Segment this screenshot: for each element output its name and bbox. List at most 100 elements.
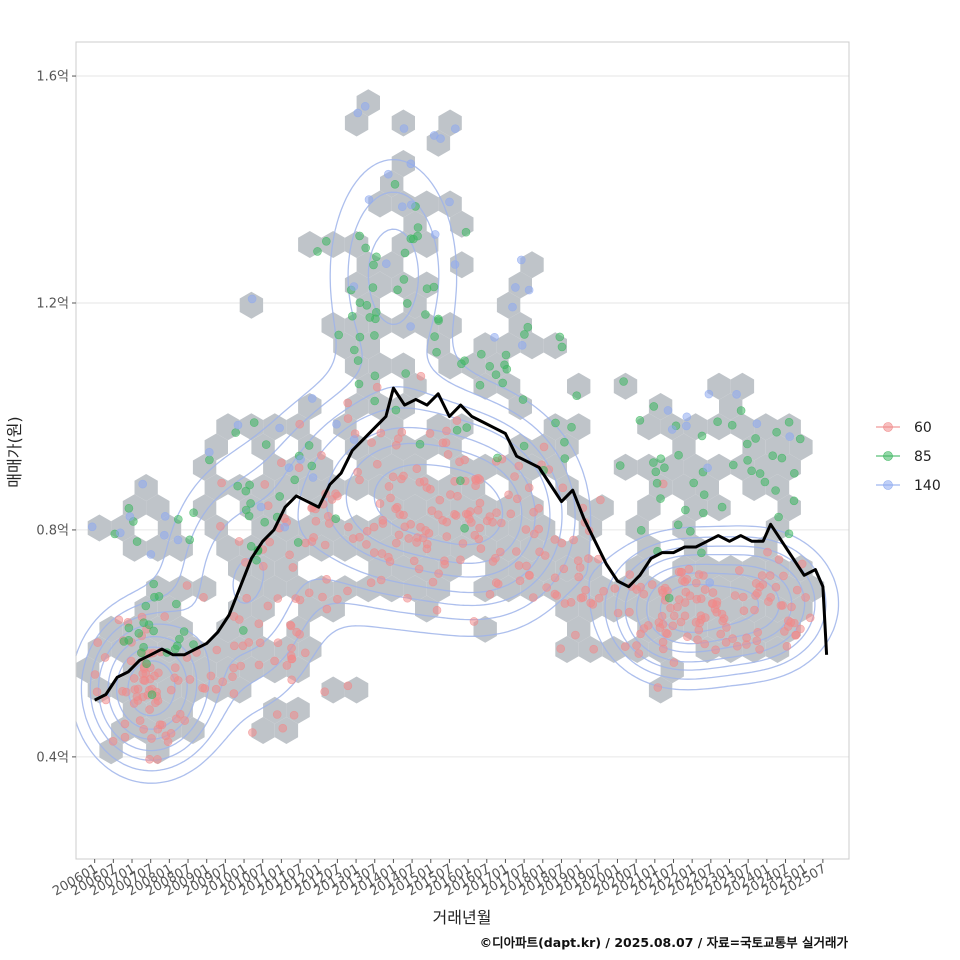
scatter-point-60 <box>694 625 704 635</box>
scatter-point-85 <box>795 434 805 444</box>
scatter-point-60 <box>235 615 244 624</box>
scatter-point-60 <box>397 427 407 437</box>
hexbin-cell <box>602 636 626 663</box>
hexbin-cell <box>356 453 380 481</box>
scatter-point-85 <box>713 417 722 427</box>
hexbin-cell <box>286 575 310 603</box>
scatter-point-85 <box>457 359 466 369</box>
scatter-point-60 <box>776 601 786 610</box>
density-contour <box>75 158 840 784</box>
scatter-point-140 <box>247 294 257 304</box>
scatter-point-85 <box>134 628 144 638</box>
scatter-point-85 <box>560 454 570 463</box>
scatter-point-85 <box>141 601 151 611</box>
scatter-point-85 <box>664 593 674 603</box>
scatter-point-60 <box>512 494 522 504</box>
hexbin-cell <box>765 636 790 663</box>
hexbin-cell <box>263 413 287 441</box>
scatter-point-60 <box>452 416 462 425</box>
scatter-point-85 <box>772 427 781 437</box>
scatter-point-140 <box>125 512 135 521</box>
scatter-point-60 <box>697 615 706 624</box>
scatter-point-60 <box>292 627 301 637</box>
scatter-point-85 <box>518 395 528 404</box>
scatter-point-140 <box>233 420 243 430</box>
scatter-point-60 <box>432 605 442 615</box>
scatter-point-60 <box>93 638 102 647</box>
hexbin-cell <box>672 474 696 501</box>
scatter-point-140 <box>332 419 341 429</box>
scatter-point-85 <box>231 428 240 437</box>
scatter-point-60 <box>510 472 519 481</box>
scatter-point-60 <box>542 583 552 592</box>
scatter-point-60 <box>764 597 773 606</box>
scatter-point-60 <box>625 570 635 579</box>
scatter-point-60 <box>333 491 342 501</box>
scatter-point-140 <box>146 550 156 559</box>
scatter-point-85 <box>246 499 255 508</box>
density-contour <box>107 426 793 740</box>
scatter-point-60 <box>730 591 740 600</box>
scatter-point-140 <box>256 502 266 512</box>
scatter-point-60 <box>488 517 497 527</box>
scatter-point-60 <box>791 630 800 640</box>
scatter-point-60 <box>228 672 237 682</box>
scatter-point-60 <box>692 594 702 604</box>
scatter-point-60 <box>529 529 539 539</box>
scatter-point-85 <box>649 458 658 467</box>
hexbin-cell <box>368 190 392 218</box>
scatter-point-85 <box>413 223 423 232</box>
scatter-point-60 <box>372 382 382 392</box>
scatter-point-85 <box>430 332 439 341</box>
scatter-point-85 <box>354 379 364 389</box>
scatter-point-60 <box>147 734 156 743</box>
scatter-point-60 <box>160 612 169 621</box>
scatter-point-85 <box>456 476 465 486</box>
scatter-point-60 <box>636 582 645 592</box>
scatter-point-60 <box>416 371 426 381</box>
scatter-point-140 <box>284 463 294 473</box>
caption: ©디아파트(dapt.kr) / 2025.08.07 / 자료=국토교통부 실… <box>480 935 849 950</box>
scatter-point-60 <box>669 658 679 667</box>
scatter-point-140 <box>703 463 712 473</box>
scatter-point-85 <box>751 434 760 443</box>
scatter-point-60 <box>751 591 760 600</box>
scatter-point-140 <box>353 108 363 118</box>
scatter-point-60 <box>755 645 764 654</box>
scatter-point-60 <box>515 576 525 586</box>
scatter-point-60 <box>728 634 737 643</box>
scatter-point-60 <box>573 556 583 566</box>
scatter-point-85 <box>771 486 780 495</box>
scatter-point-85 <box>433 314 443 324</box>
scatter-point-60 <box>255 638 265 648</box>
scatter-point-140 <box>406 159 416 169</box>
y-axis-title: 매매가(원) <box>5 416 24 487</box>
scatter-point-60 <box>114 615 124 625</box>
scatter-point-60 <box>384 482 394 491</box>
scatter-point-85 <box>205 455 214 465</box>
hexbin-cell <box>520 575 544 603</box>
scatter-point-60 <box>434 569 443 578</box>
scatter-point-60 <box>442 426 451 436</box>
scatter-point-60 <box>427 506 437 516</box>
scatter-point-60 <box>353 467 362 477</box>
scatter-point-60 <box>120 719 130 729</box>
scatter-point-85 <box>635 415 645 425</box>
scatter-point-60 <box>270 656 279 666</box>
scatter-point-140 <box>406 322 415 331</box>
scatter-point-60 <box>514 461 524 471</box>
scatter-point-60 <box>199 592 208 602</box>
scatter-point-60 <box>663 629 672 639</box>
scatter-point-85 <box>656 494 665 503</box>
scatter-point-140 <box>138 479 147 489</box>
scatter-point-60 <box>318 592 327 602</box>
hexbin-cell <box>660 453 684 481</box>
scatter-point-85 <box>717 502 727 512</box>
hexbin-cell <box>274 717 299 744</box>
scatter-point-60 <box>700 639 710 649</box>
scatter-point-60 <box>694 570 704 579</box>
scatter-point-85 <box>485 361 495 371</box>
scatter-point-140 <box>406 200 416 210</box>
hexbin-cell <box>251 717 275 744</box>
scatter-point-140 <box>360 102 370 111</box>
